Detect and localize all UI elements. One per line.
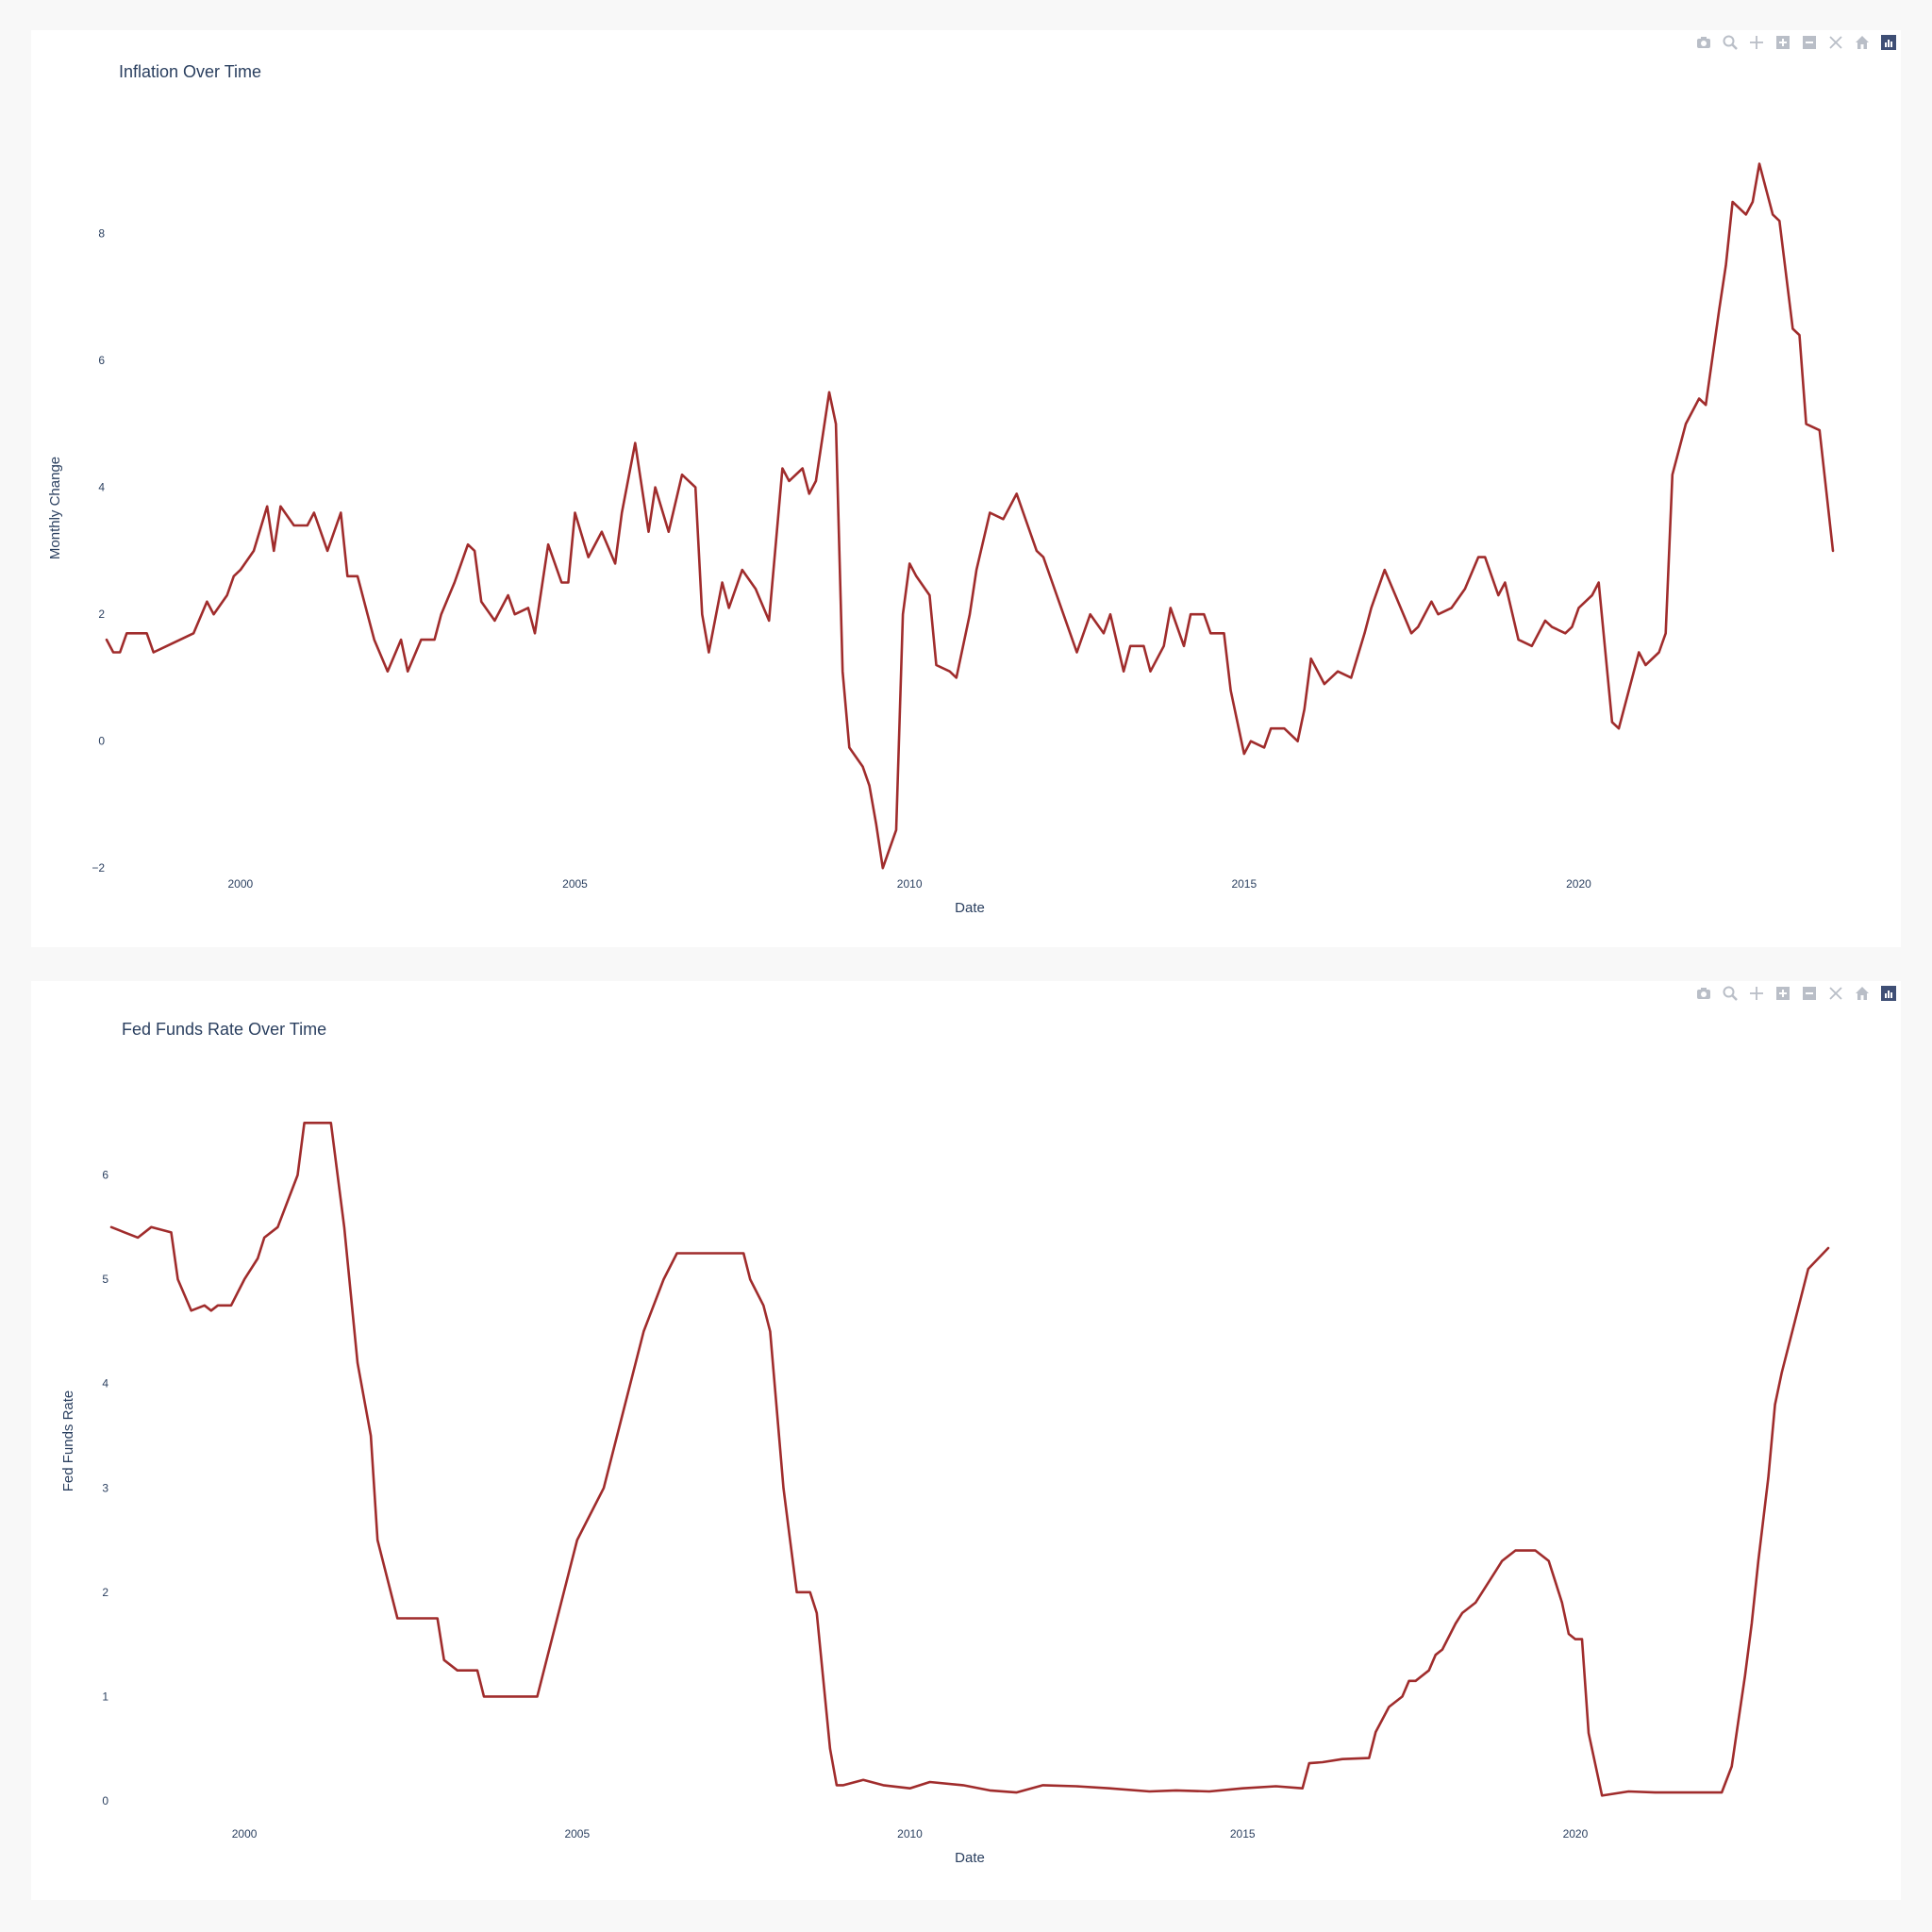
fed-funds-chart[interactable]: Fed Funds Rate Over Time 0 1 2 3 4 5 6 2000 2005 2… <box>31 981 1901 1900</box>
home-icon[interactable] <box>1852 32 1873 53</box>
y-tick-label: 6 <box>98 354 105 367</box>
x-tick-label: 2020 <box>1563 1827 1589 1840</box>
y-tick-label: 5 <box>102 1273 108 1286</box>
y-tick-label: 0 <box>102 1794 108 1807</box>
zoom-in-icon[interactable] <box>1773 32 1793 53</box>
y-tick-label: 6 <box>102 1169 108 1182</box>
chart-title: Inflation Over Time <box>119 62 261 81</box>
pan-icon[interactable] <box>1746 983 1767 1004</box>
x-tick-label: 2020 <box>1566 877 1591 891</box>
fed-funds-chart-panel: Fed Funds Rate Over Time 0 1 2 3 4 5 6 2000 2005 2… <box>31 981 1901 1900</box>
modebar <box>1693 981 1901 1006</box>
y-tick-label: 2 <box>98 608 105 621</box>
y-tick-label: 3 <box>102 1481 108 1494</box>
home-icon[interactable] <box>1852 983 1873 1004</box>
zoom-icon[interactable] <box>1720 32 1740 53</box>
y-tick-label: −2 <box>92 861 105 874</box>
autoscale-icon[interactable] <box>1825 983 1846 1004</box>
zoom-out-icon[interactable] <box>1799 983 1820 1004</box>
x-tick-label: 2010 <box>897 877 923 891</box>
camera-icon[interactable] <box>1693 32 1714 53</box>
x-tick-label: 2005 <box>564 1827 590 1840</box>
camera-icon[interactable] <box>1693 983 1714 1004</box>
plotly-logo-icon[interactable] <box>1878 983 1899 1004</box>
zoom-out-icon[interactable] <box>1799 32 1820 53</box>
x-axis-title: Date <box>955 1850 985 1866</box>
x-tick-label: 2015 <box>1230 1827 1256 1840</box>
autoscale-icon[interactable] <box>1825 32 1846 53</box>
x-tick-label: 2015 <box>1231 877 1257 891</box>
y-axis-title: Monthly Change <box>47 457 63 559</box>
x-tick-label: 2000 <box>228 877 254 891</box>
modebar <box>1693 30 1901 55</box>
x-tick-label: 2000 <box>232 1827 258 1840</box>
y-tick-label: 4 <box>102 1377 108 1391</box>
plotly-logo-icon[interactable] <box>1878 32 1899 53</box>
zoom-icon[interactable] <box>1720 983 1740 1004</box>
chart-title: Fed Funds Rate Over Time <box>122 1020 326 1039</box>
y-tick-label: 4 <box>98 481 105 494</box>
pan-icon[interactable] <box>1746 32 1767 53</box>
y-tick-label: 1 <box>102 1690 108 1703</box>
zoom-in-icon[interactable] <box>1773 983 1793 1004</box>
x-tick-label: 2005 <box>562 877 588 891</box>
y-tick-label: 8 <box>98 227 105 241</box>
y-axis-title: Fed Funds Rate <box>60 1391 76 1492</box>
series-line[interactable] <box>109 1122 1830 1797</box>
y-tick-label: 2 <box>102 1586 108 1599</box>
series-line[interactable] <box>105 162 1835 870</box>
y-tick-label: 0 <box>98 735 105 748</box>
inflation-chart-panel: Inflation Over Time −2 0 2 4 6 8 2000 2005 2010 20… <box>31 30 1901 947</box>
x-tick-label: 2010 <box>897 1827 923 1840</box>
inflation-chart[interactable]: Inflation Over Time −2 0 2 4 6 8 2000 2005 2010 20… <box>31 30 1901 947</box>
x-axis-title: Date <box>955 900 985 916</box>
